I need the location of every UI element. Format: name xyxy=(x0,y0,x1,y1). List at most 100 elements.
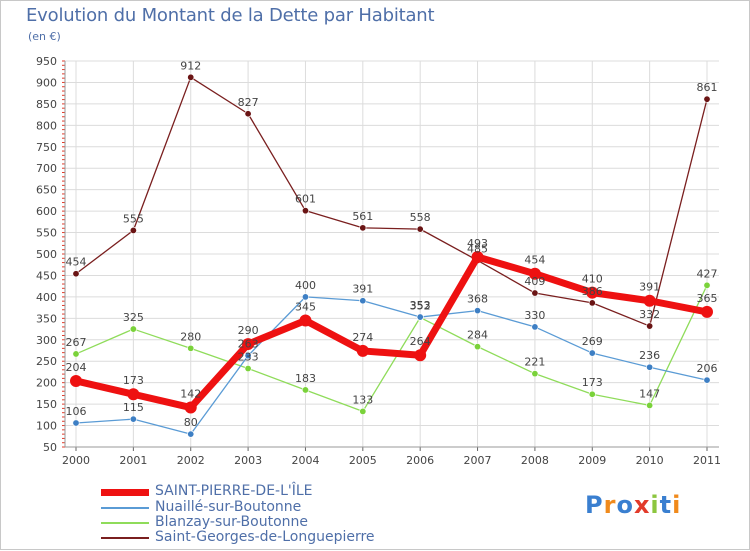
data-point xyxy=(359,407,367,415)
data-label: 290 xyxy=(238,324,259,337)
data-point xyxy=(701,305,713,318)
x-tick-label: 2000 xyxy=(62,454,90,467)
data-label: 561 xyxy=(352,210,373,223)
logo-letter: x xyxy=(633,491,651,519)
logo-letter: i xyxy=(672,491,682,519)
data-label: 410 xyxy=(582,273,603,286)
data-label: 400 xyxy=(295,279,316,292)
data-point xyxy=(301,293,309,301)
axis-layer: 50 100 150 200 250 300 350 400 450 500 550 600 650 70… xyxy=(36,55,721,467)
data-point xyxy=(127,388,140,401)
x-tick-label: 2010 xyxy=(636,454,664,467)
y-tick-label: 500 xyxy=(36,248,57,261)
data-label: 332 xyxy=(639,308,660,321)
data-point xyxy=(414,349,427,362)
data-label: 391 xyxy=(352,283,373,296)
data-label: 601 xyxy=(295,193,316,206)
data-point xyxy=(299,314,312,327)
data-label: 485 xyxy=(467,242,488,255)
data-label: 204 xyxy=(66,361,87,374)
data-point xyxy=(416,225,424,233)
data-point xyxy=(356,344,369,357)
data-point xyxy=(72,350,80,358)
data-point xyxy=(129,226,137,234)
data-label: 80 xyxy=(184,416,198,429)
y-tick-label: 600 xyxy=(36,205,57,218)
data-point xyxy=(471,251,484,264)
y-tick-label: 750 xyxy=(36,141,57,154)
data-point xyxy=(244,352,252,360)
data-label: 263 xyxy=(238,338,259,351)
logo-letter: t xyxy=(659,491,673,519)
chart-subtitle: (en €) xyxy=(28,30,61,43)
data-point xyxy=(244,110,252,118)
y-tick-label: 200 xyxy=(36,377,57,390)
y-tick-label: 850 xyxy=(36,98,57,111)
y-tick-label: 650 xyxy=(36,184,57,197)
data-point xyxy=(643,294,656,307)
data-point xyxy=(70,374,82,387)
data-label: 861 xyxy=(697,81,718,94)
data-label: 409 xyxy=(524,275,545,288)
data-point xyxy=(301,207,309,215)
x-tick-label: 2001 xyxy=(119,454,147,467)
series-layer xyxy=(70,73,713,438)
y-tick-label: 800 xyxy=(36,119,57,132)
y-tick-label: 100 xyxy=(36,420,57,433)
data-point xyxy=(531,289,539,297)
data-label: 325 xyxy=(123,311,144,324)
x-tick-label: 2009 xyxy=(578,454,606,467)
data-label: 274 xyxy=(352,331,373,344)
data-label: 558 xyxy=(410,211,431,224)
y-tick-label: 150 xyxy=(36,398,57,411)
data-label-layer: 454 555 912 827 601 561 558 485 409 386 332 861 267 3… xyxy=(66,59,718,429)
legend-label: SAINT-PIERRE-DE-L'ÎLE xyxy=(155,483,313,499)
data-point xyxy=(474,343,482,351)
data-point xyxy=(187,73,195,81)
data-label: 330 xyxy=(524,309,545,322)
data-label: 133 xyxy=(352,393,373,406)
logo-letter: P xyxy=(585,491,604,519)
data-label: 827 xyxy=(238,96,259,109)
data-label: 555 xyxy=(123,212,144,225)
data-label: 106 xyxy=(66,405,87,418)
legend-label: Saint-Georges-de-Longuepierre xyxy=(155,529,375,545)
data-label: 280 xyxy=(180,330,201,343)
series-line xyxy=(75,76,708,327)
x-tick-label: 2004 xyxy=(291,454,319,467)
x-tick-label: 2006 xyxy=(406,454,434,467)
data-label: 454 xyxy=(524,254,545,267)
data-label: 115 xyxy=(123,401,144,414)
data-label: 264 xyxy=(410,335,431,348)
y-tick-label: 350 xyxy=(36,312,57,325)
y-tick-label: 300 xyxy=(36,334,57,347)
data-label: 284 xyxy=(467,329,488,342)
data-label: 142 xyxy=(180,388,201,401)
data-point xyxy=(416,313,424,321)
logo-letter: i xyxy=(650,491,660,519)
data-point xyxy=(187,344,195,352)
legend-swatch xyxy=(101,537,149,539)
legend-swatch xyxy=(101,522,149,524)
x-tick-label: 2003 xyxy=(234,454,262,467)
x-tick-label: 2002 xyxy=(177,454,205,467)
y-tick-label: 900 xyxy=(36,76,57,89)
data-label: 173 xyxy=(582,376,603,389)
data-label: 221 xyxy=(524,356,545,369)
data-label: 912 xyxy=(180,59,201,72)
data-point xyxy=(646,322,654,330)
y-tick-label: 700 xyxy=(36,162,57,175)
series-line xyxy=(75,284,708,413)
y-tick-label: 450 xyxy=(36,269,57,282)
data-point xyxy=(72,270,80,278)
data-point xyxy=(187,430,195,438)
legend-swatch xyxy=(101,507,149,509)
proxiti-logo: Proxiti xyxy=(585,491,681,519)
data-label: 345 xyxy=(295,300,316,313)
data-point xyxy=(703,281,711,289)
data-point xyxy=(531,370,539,378)
data-label: 206 xyxy=(697,362,718,375)
data-point xyxy=(646,363,654,371)
data-label: 269 xyxy=(582,335,603,348)
